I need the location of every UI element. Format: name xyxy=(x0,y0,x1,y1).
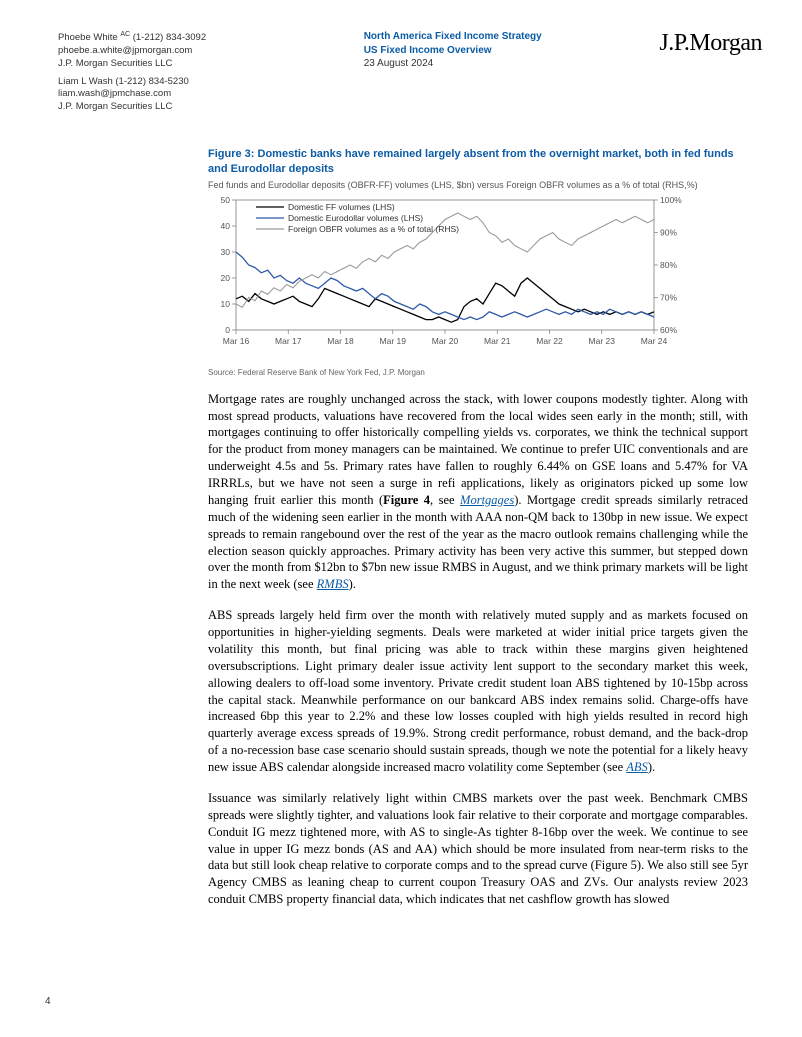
figure-chart: 0 10 20 30 40 50 60% 70% 80% 90% 100% Mar 16 Mar 17 M… xyxy=(208,194,688,364)
svg-text:50: 50 xyxy=(221,195,231,205)
figure-title: Figure 3: Domestic banks have remained l… xyxy=(208,147,748,177)
svg-text:Mar 18: Mar 18 xyxy=(327,336,354,346)
paragraph-1: Mortgage rates are roughly unchanged acr… xyxy=(208,391,748,594)
svg-text:90%: 90% xyxy=(660,227,677,237)
doc-meta: North America Fixed Income Strategy US F… xyxy=(364,30,544,71)
svg-text:40: 40 xyxy=(221,221,231,231)
abs-link[interactable]: ABS xyxy=(626,760,648,774)
figure-label: Figure 3: xyxy=(208,148,254,160)
figure-subtitle: Fed funds and Eurodollar deposits (OBFR-… xyxy=(208,180,748,190)
svg-text:30: 30 xyxy=(221,247,231,257)
svg-text:Mar 20: Mar 20 xyxy=(432,336,459,346)
page: Phoebe White AC (1-212) 834-3092phoebe.a… xyxy=(0,0,802,1037)
mortgages-link[interactable]: Mortgages xyxy=(460,493,514,507)
svg-text:60%: 60% xyxy=(660,325,677,335)
svg-text:100%: 100% xyxy=(660,195,682,205)
jpmorgan-logo: J.P.Morgan xyxy=(659,30,762,57)
svg-text:Mar 16: Mar 16 xyxy=(223,336,250,346)
body-text: Mortgage rates are roughly unchanged acr… xyxy=(208,391,748,908)
svg-text:Mar 17: Mar 17 xyxy=(275,336,302,346)
svg-text:80%: 80% xyxy=(660,260,677,270)
page-header: Phoebe White AC (1-212) 834-3092phoebe.a… xyxy=(58,30,762,119)
paragraph-3: Issuance was similarly relatively light … xyxy=(208,790,748,908)
svg-text:Domestic FF volumes (LHS): Domestic FF volumes (LHS) xyxy=(288,202,395,212)
svg-text:Foreign OBFR volumes as a % of: Foreign OBFR volumes as a % of total (RH… xyxy=(288,224,459,234)
svg-text:0: 0 xyxy=(225,325,230,335)
svg-text:Mar 23: Mar 23 xyxy=(589,336,616,346)
page-number: 4 xyxy=(45,996,51,1007)
doc-title-1: North America Fixed Income Strategy xyxy=(364,30,544,44)
svg-text:10: 10 xyxy=(221,299,231,309)
paragraph-2: ABS spreads largely held firm over the m… xyxy=(208,607,748,776)
doc-date: 23 August 2024 xyxy=(364,57,544,71)
rmbs-link[interactable]: RMBS xyxy=(317,577,349,591)
svg-text:Domestic Eurodollar volumes (L: Domestic Eurodollar volumes (LHS) xyxy=(288,213,423,223)
contact-entry: Liam L Wash (1-212) 834-5230liam.wash@jp… xyxy=(58,76,288,114)
figure-source: Source: Federal Reserve Bank of New York… xyxy=(208,368,748,377)
svg-text:Mar 19: Mar 19 xyxy=(380,336,407,346)
svg-text:Mar 24: Mar 24 xyxy=(641,336,668,346)
svg-text:70%: 70% xyxy=(660,292,677,302)
doc-title-2: US Fixed Income Overview xyxy=(364,44,544,58)
contacts-block: Phoebe White AC (1-212) 834-3092phoebe.a… xyxy=(58,30,288,119)
content: Figure 3: Domestic banks have remained l… xyxy=(208,147,748,908)
figure-title-text: Domestic banks have remained largely abs… xyxy=(208,148,734,175)
svg-text:20: 20 xyxy=(221,273,231,283)
svg-text:Mar 22: Mar 22 xyxy=(536,336,563,346)
svg-text:Mar 21: Mar 21 xyxy=(484,336,511,346)
contact-entry: Phoebe White AC (1-212) 834-3092phoebe.a… xyxy=(58,30,288,71)
